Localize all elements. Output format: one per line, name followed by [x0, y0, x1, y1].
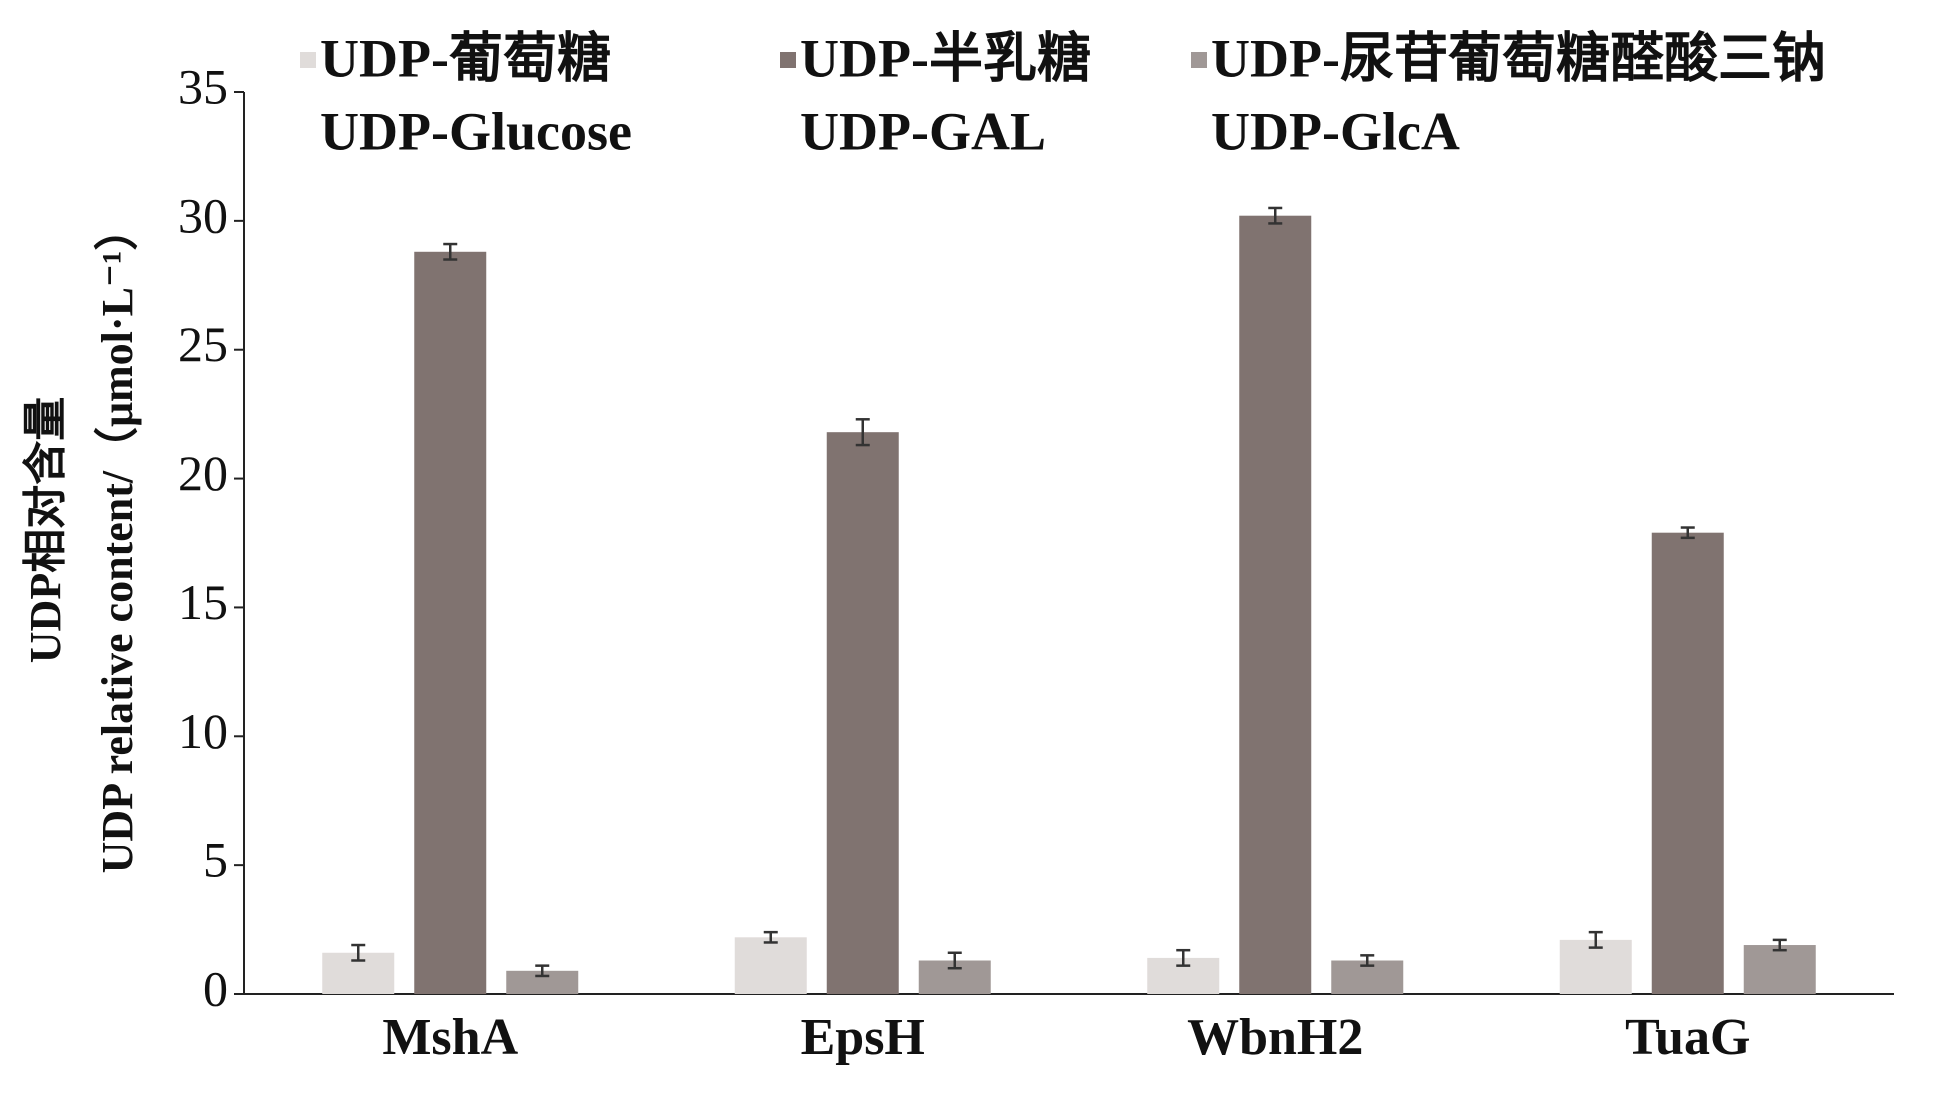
x-tick-label: MshA: [382, 1009, 518, 1066]
y-label-line: UDP相对含量: [21, 397, 70, 663]
bar: [506, 970, 579, 994]
legend-label: UDP-半乳糖: [800, 28, 1091, 88]
y-tick-label: 30: [178, 187, 228, 243]
x-tick-label: TuaG: [1625, 1009, 1750, 1066]
y-tick-label: 25: [178, 316, 228, 372]
legend-label: UDP-Glucose: [320, 101, 632, 161]
x-tick-label: EpsH: [801, 1009, 925, 1066]
legend-label: UDP-GlcA: [1211, 101, 1460, 161]
bar: [1559, 939, 1632, 994]
y-tick-label: 35: [178, 58, 228, 114]
y-tick-label: 10: [178, 703, 228, 759]
bar: [1651, 532, 1724, 994]
bar: [1743, 945, 1816, 994]
error-bar: [1588, 930, 1603, 949]
error-bar: [351, 943, 366, 962]
error-bar: [1772, 938, 1787, 952]
error-bar: [1360, 954, 1375, 967]
legend-label: UDP-GAL: [800, 101, 1046, 161]
legend-swatch: [1191, 52, 1207, 68]
error-bar: [763, 930, 778, 944]
legend-swatch: [300, 52, 316, 68]
x-tick-label: WbnH2: [1187, 1009, 1363, 1066]
error-bar: [855, 418, 870, 447]
y-label: UDP相对含量: [21, 397, 70, 663]
legend-swatch: [780, 52, 796, 68]
error-bar: [1680, 526, 1695, 540]
y-label-line: UDP relative content/（μmol·L⁻¹）: [93, 207, 142, 874]
legend-label: UDP-尿苷葡萄糖醛酸三钠: [1211, 28, 1826, 88]
legend-label: UDP-葡萄糖: [320, 28, 611, 88]
y-tick-label: 0: [203, 960, 228, 1016]
error-bar: [443, 242, 458, 261]
error-bar: [1268, 206, 1283, 225]
y-label: UDP relative content/（μmol·L⁻¹）: [93, 207, 142, 874]
bar: [1239, 215, 1312, 994]
error-bar: [947, 951, 962, 970]
error-bar: [535, 964, 550, 978]
bar: [826, 432, 899, 994]
y-tick-label: 5: [203, 832, 228, 888]
y-tick-label: 15: [178, 574, 228, 630]
error-bar: [1176, 948, 1191, 967]
y-tick-label: 20: [178, 445, 228, 501]
bar: [734, 937, 807, 994]
bar: [414, 251, 487, 995]
